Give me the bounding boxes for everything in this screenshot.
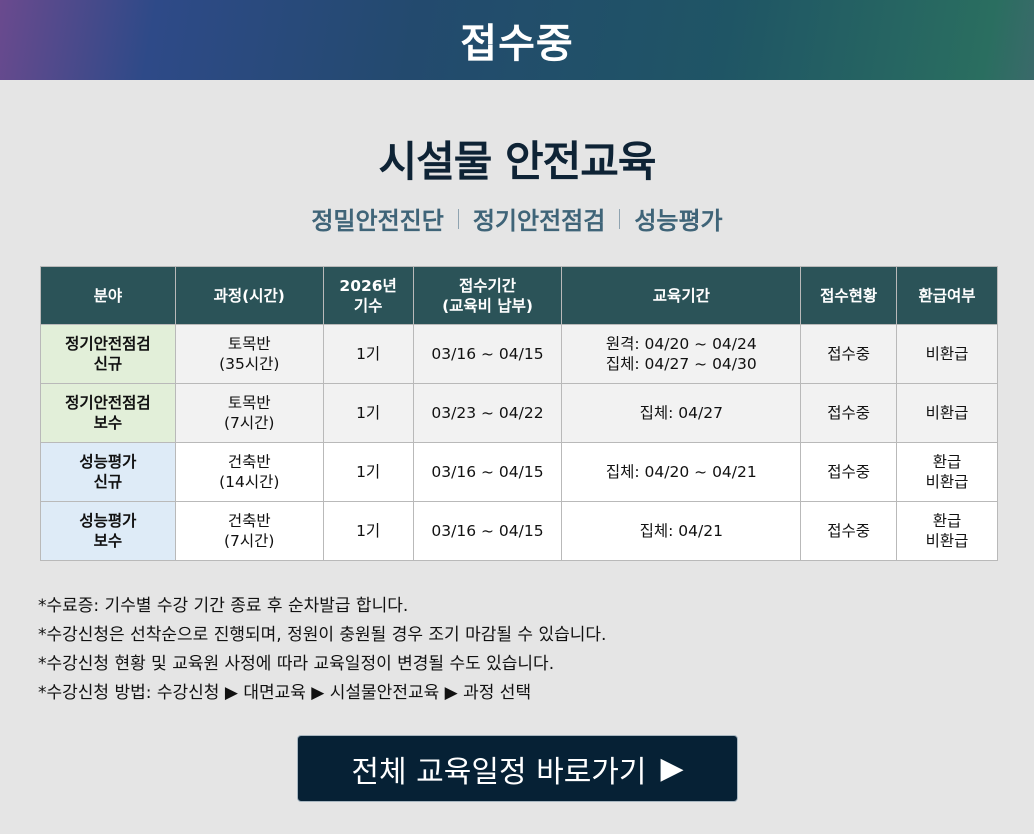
column-header: 환급여부 xyxy=(896,266,998,325)
divider xyxy=(457,208,459,229)
status-banner: 접수중 xyxy=(0,0,1034,80)
cell-refund: 환급 비환급 xyxy=(896,442,998,502)
page-title: 시설물 안전교육 xyxy=(378,137,656,186)
notes: *수료증: 기수별 수강 기간 종료 후 순차발급 합니다. *수강신청은 선착… xyxy=(38,592,606,708)
cell-status: 접수중 xyxy=(800,324,898,384)
cell-course: 토목반 (35시간) xyxy=(174,324,324,384)
note-line: *수강신청 현황 및 교육원 사정에 따라 교육일정이 변경될 수도 있습니다. xyxy=(38,654,555,674)
cell-status: 접수중 xyxy=(800,383,898,443)
cell-field: 정기안전점검 보수 xyxy=(40,383,176,443)
table-row: 성능평가 보수 건축반 (7시간) 1기 03/16 ~ 04/15 집체: 04/21… xyxy=(40,501,998,561)
cell-edu: 집체: 04/20 ~ 04/21 xyxy=(561,442,802,502)
column-header: 접수현황 xyxy=(800,266,898,325)
subtitle-item: 정기안전점검 xyxy=(472,207,606,235)
cell-term: 1기 xyxy=(322,383,414,443)
cell-edu: 집체: 04/27 xyxy=(561,383,802,443)
view-all-schedule-button[interactable]: 전체 교육일정 바로가기 ▶ xyxy=(297,735,738,802)
button-label: 전체 교육일정 바로가기 xyxy=(351,754,647,790)
schedule-table: 분야 과정(시간) 2026년 기수 접수기간 (교육비 납부) 교육기간 접수현황 환급여… xyxy=(40,266,998,561)
cell-term: 1기 xyxy=(322,324,414,384)
subtitle-list: 정밀안전진단 정기안전점검 성능평가 xyxy=(0,201,1034,236)
column-header: 2026년 기수 xyxy=(322,266,414,325)
table-row: 성능평가 신규 건축반 (14시간) 1기 03/16 ~ 04/15 집체: 04/2… xyxy=(40,442,998,502)
cell-field: 정기안전점검 신규 xyxy=(40,324,176,384)
column-header: 접수기간 (교육비 납부) xyxy=(412,266,563,325)
table-row: 정기안전점검 보수 토목반 (7시간) 1기 03/23 ~ 04/22 집체: 04/… xyxy=(40,383,998,443)
subtitle-item: 성능평가 xyxy=(634,207,723,235)
note-line: *수강신청 방법: 수강신청 ▶ 대면교육 ▶ 시설물안전교육 ▶ 과정 선택 xyxy=(38,683,532,703)
cell-field: 성능평가 신규 xyxy=(40,442,176,502)
cell-status: 접수중 xyxy=(800,442,898,502)
note-line: *수료증: 기수별 수강 기간 종료 후 순차발급 합니다. xyxy=(38,596,409,616)
cell-course: 건축반 (7시간) xyxy=(174,501,324,561)
column-header: 과정(시간) xyxy=(174,266,324,325)
cell-apply: 03/16 ~ 04/15 xyxy=(412,501,563,561)
banner-status: 접수중 xyxy=(460,21,574,67)
cell-term: 1기 xyxy=(322,442,414,502)
cell-refund: 비환급 xyxy=(896,324,998,384)
cell-apply: 03/16 ~ 04/15 xyxy=(412,442,563,502)
subtitle-item: 정밀안전진단 xyxy=(311,207,444,235)
note-line: *수강신청은 선착순으로 진행되며, 정원이 충원될 경우 조기 마감될 수 있… xyxy=(38,625,607,645)
cell-field: 성능평가 보수 xyxy=(40,501,176,561)
cell-refund: 비환급 xyxy=(896,383,998,443)
cell-status: 접수중 xyxy=(800,501,898,561)
cell-course: 건축반 (14시간) xyxy=(174,442,324,502)
divider xyxy=(619,208,621,229)
cell-refund: 환급 비환급 xyxy=(896,501,998,561)
play-arrow-icon: ▶ xyxy=(660,751,684,786)
cell-course: 토목반 (7시간) xyxy=(174,383,324,443)
cell-apply: 03/16 ~ 04/15 xyxy=(412,324,563,384)
column-header: 분야 xyxy=(40,266,176,325)
cell-apply: 03/23 ~ 04/22 xyxy=(412,383,563,443)
column-header: 교육기간 xyxy=(561,266,802,325)
cell-edu: 원격: 04/20 ~ 04/24 집체: 04/27 ~ 04/30 xyxy=(561,324,802,384)
cell-term: 1기 xyxy=(322,501,414,561)
cell-edu: 집체: 04/21 xyxy=(561,501,802,561)
table-row: 정기안전점검 신규 토목반 (35시간) 1기 03/16 ~ 04/15 원격: 04… xyxy=(40,324,998,384)
